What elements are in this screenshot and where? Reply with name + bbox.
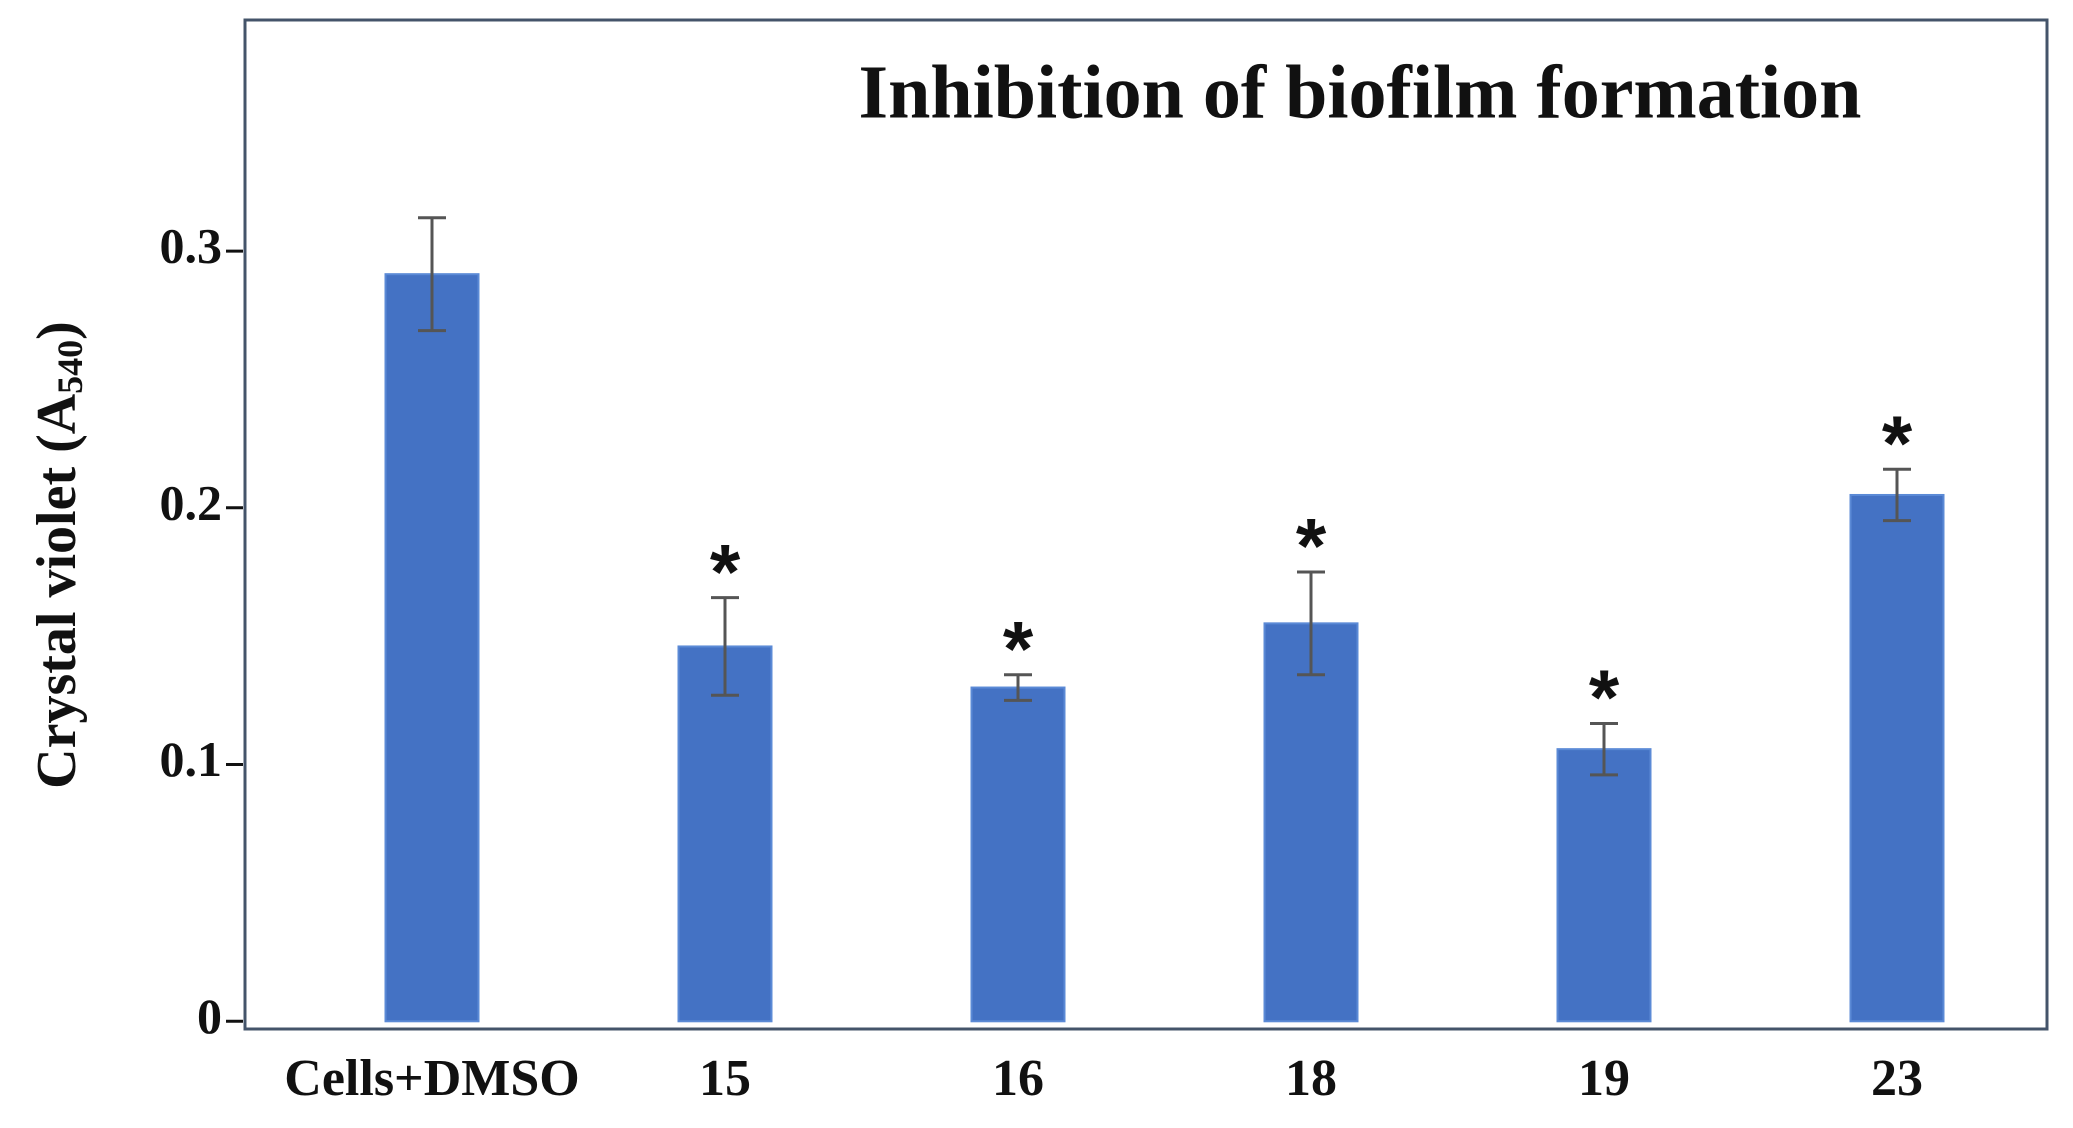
significance-marker: * <box>1003 604 1034 692</box>
y-axis-label-main: Crystal violet (A <box>26 393 88 789</box>
y-axis-label: Crystal violet (A540) <box>26 321 90 789</box>
y-tick-label: 0 <box>197 988 222 1044</box>
y-tick-label: 0.2 <box>160 474 223 530</box>
chart-title: Inhibition of biofilm formation <box>859 50 1862 134</box>
error-bar <box>1883 467 1911 523</box>
bar <box>1263 622 1359 1023</box>
error-bar <box>418 216 446 333</box>
significance-marker: * <box>710 527 741 615</box>
x-tick-label: 16 <box>992 1050 1044 1107</box>
significance-marker: * <box>1589 653 1620 741</box>
significance-marker: * <box>1296 502 1327 590</box>
y-tick-label: 0.1 <box>160 731 223 787</box>
bar <box>1849 493 1945 1023</box>
x-tick-label: 23 <box>1871 1050 1923 1107</box>
bar <box>384 273 480 1023</box>
y-tick-label: 0.3 <box>160 218 223 274</box>
x-tick-label: 15 <box>699 1050 751 1107</box>
error-bar <box>1297 570 1325 677</box>
bar <box>1556 748 1652 1023</box>
error-bar <box>1004 673 1032 702</box>
bar <box>677 645 773 1023</box>
error-bar <box>1590 721 1618 777</box>
bar <box>970 686 1066 1023</box>
x-tick-label: 19 <box>1578 1050 1630 1107</box>
y-axis-label-subscript: 540 <box>50 340 90 394</box>
plot-frame <box>243 18 2049 1031</box>
error-bar <box>711 596 739 697</box>
significance-marker: * <box>1882 399 1913 487</box>
x-tick-label: 18 <box>1285 1050 1337 1107</box>
y-axis-label-end: ) <box>26 321 88 340</box>
x-tick-label: Cells+DMSO <box>284 1050 579 1107</box>
